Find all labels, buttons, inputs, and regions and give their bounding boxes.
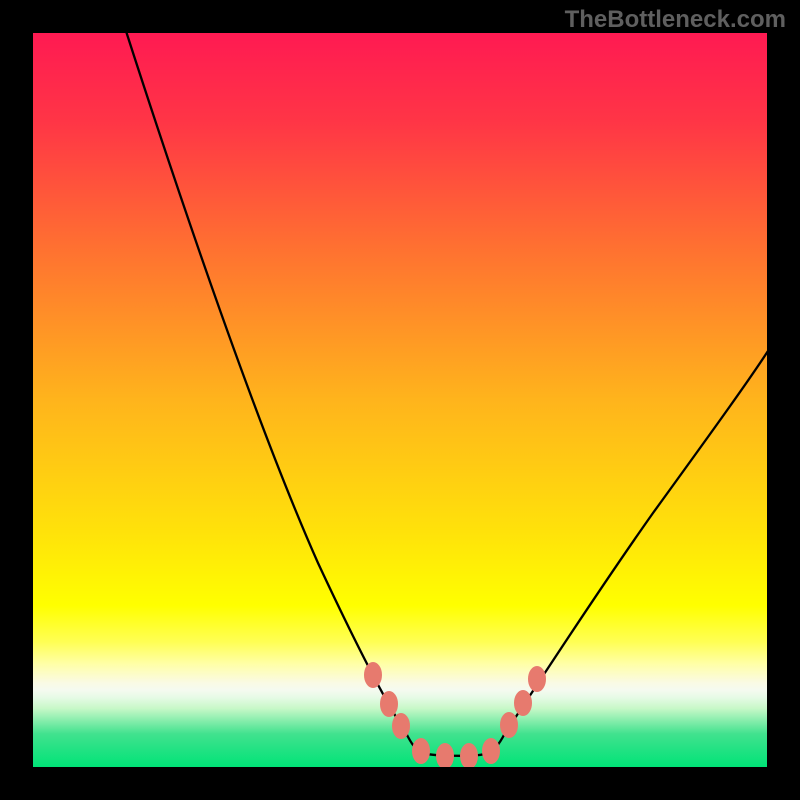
data-marker <box>529 667 546 692</box>
data-marker <box>501 713 518 738</box>
data-marker <box>461 744 478 768</box>
data-marker <box>413 739 430 764</box>
chart-svg <box>33 33 767 767</box>
data-marker <box>393 714 410 739</box>
data-marker <box>515 691 532 716</box>
data-marker <box>437 744 454 768</box>
data-marker <box>483 739 500 764</box>
data-marker <box>381 692 398 717</box>
plot-area <box>33 33 767 767</box>
gradient-background <box>33 33 767 767</box>
watermark-text: TheBottleneck.com <box>565 6 786 34</box>
data-marker <box>365 663 382 688</box>
